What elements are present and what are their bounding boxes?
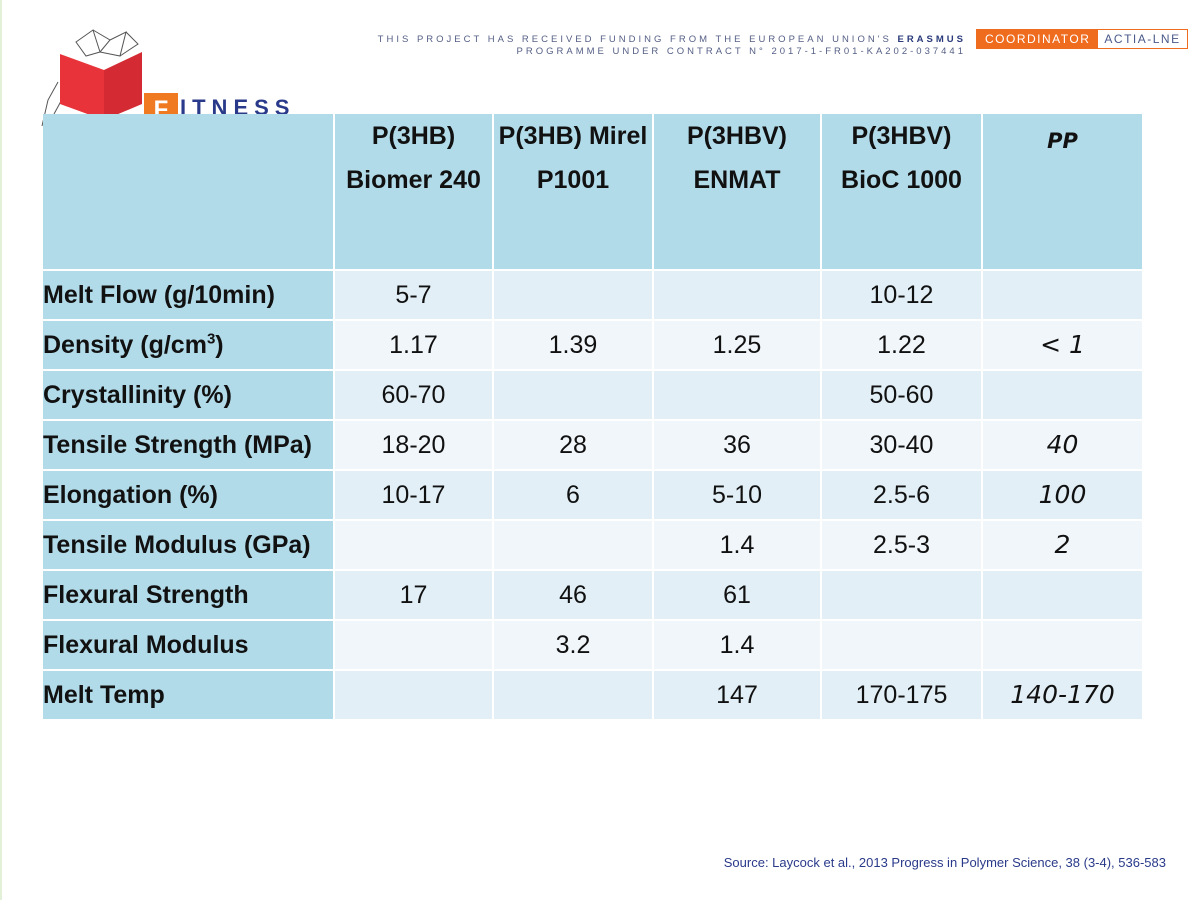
table-cell	[494, 671, 652, 719]
table-cell: 170-175	[822, 671, 981, 719]
table-cell	[822, 621, 981, 669]
row-label: Crystallinity (%)	[43, 371, 333, 419]
table-cell-pp	[983, 271, 1142, 319]
table-cell-pp: 40	[983, 421, 1142, 469]
funding-line2: PROGRAMME UNDER CONTRACT N° 2017-1-FR01-…	[516, 46, 966, 57]
table-cell	[494, 271, 652, 319]
table-cell	[335, 521, 492, 569]
table-cell: 147	[654, 671, 820, 719]
table-cell: 10-17	[335, 471, 492, 519]
header-col-1: P(3HB) Biomer 240	[335, 114, 492, 269]
table-cell	[654, 371, 820, 419]
table-header-row: P(3HB) Biomer 240 P(3HB) Mirel P1001 P(3…	[43, 114, 1142, 269]
table-cell: 1.25	[654, 321, 820, 369]
table-cell-pp	[983, 371, 1142, 419]
table-cell-pp	[983, 621, 1142, 669]
table-row: Tensile Strength (MPa) 18-20 28 36 30-40 40	[43, 421, 1142, 469]
table-cell	[494, 371, 652, 419]
table-cell: 1.39	[494, 321, 652, 369]
row-label: Flexural Modulus	[43, 621, 333, 669]
row-label-text: Flexural Strength	[43, 581, 249, 609]
table-cell: 1.17	[335, 321, 492, 369]
table-cell: 36	[654, 421, 820, 469]
row-label-text: Tensile Modulus (GPa)	[43, 531, 311, 559]
header-empty	[43, 114, 333, 269]
header-col-pp: PP	[983, 114, 1142, 269]
header-col-4: P(3HBV) BioC 1000	[822, 114, 981, 269]
table-cell: 30-40	[822, 421, 981, 469]
table-cell: 3.2	[494, 621, 652, 669]
coordinator-badge: COORDINATOR ACTIA-LNE	[976, 29, 1188, 49]
table-cell	[335, 671, 492, 719]
table-row: Melt Flow (g/10min) 5-7 10-12	[43, 271, 1142, 319]
row-label: Elongation (%)	[43, 471, 333, 519]
table-cell: 1.22	[822, 321, 981, 369]
table-cell	[494, 521, 652, 569]
table-cell: 17	[335, 571, 492, 619]
left-edge-line	[0, 0, 2, 900]
row-label: Tensile Modulus (GPa)	[43, 521, 333, 569]
table-cell: 10-12	[822, 271, 981, 319]
row-label-text: Crystallinity (%)	[43, 381, 232, 409]
table-cell: 50-60	[822, 371, 981, 419]
table-cell: 1.4	[654, 621, 820, 669]
row-label-text: Tensile Strength (MPa)	[43, 431, 313, 459]
table-cell: 28	[494, 421, 652, 469]
table-cell: 46	[494, 571, 652, 619]
row-label: Tensile Strength (MPa)	[43, 421, 333, 469]
row-label-text: Density (g/cm	[43, 331, 207, 359]
row-label-text: Melt Flow (g/10min)	[43, 281, 275, 309]
row-label-superscript: 3	[206, 330, 216, 348]
row-label: Melt Temp	[43, 671, 333, 719]
funding-erasmus: ERASMUS	[897, 34, 966, 45]
header-col-2: P(3HB) Mirel P1001	[494, 114, 652, 269]
table-row: Flexural Modulus 3.2 1.4	[43, 621, 1142, 669]
table-cell	[822, 571, 981, 619]
table-cell: 5-7	[335, 271, 492, 319]
table-cell	[335, 621, 492, 669]
table-cell: 61	[654, 571, 820, 619]
row-label: Melt Flow (g/10min)	[43, 271, 333, 319]
row-label: Flexural Strength	[43, 571, 333, 619]
table-row: Elongation (%) 10-17 6 5-10 2.5-6 100	[43, 471, 1142, 519]
logo-graphic	[41, 29, 142, 127]
coordinator-name: ACTIA-LNE	[1098, 30, 1187, 48]
source-citation: Source: Laycock et al., 2013 Progress in…	[723, 855, 1166, 870]
funding-notice: THIS PROJECT HAS RECEIVED FUNDING FROM T…	[378, 34, 966, 58]
table-row: Density (g/cm3) 1.17 1.39 1.25 1.22 < 1	[43, 321, 1142, 369]
row-label-text: Elongation (%)	[43, 481, 218, 509]
properties-table: P(3HB) Biomer 240 P(3HB) Mirel P1001 P(3…	[41, 112, 1144, 721]
table-cell	[654, 271, 820, 319]
table-cell: 60-70	[335, 371, 492, 419]
header-col-3: P(3HBV) ENMAT	[654, 114, 820, 269]
row-label: Density (g/cm3)	[43, 321, 333, 369]
table-cell: 2.5-6	[822, 471, 981, 519]
table-cell-pp: 2	[983, 521, 1142, 569]
table-cell-pp: 140-170	[983, 671, 1142, 719]
coordinator-label: COORDINATOR	[977, 30, 1099, 48]
table-row: Flexural Strength 17 46 61	[43, 571, 1142, 619]
table-row: Tensile Modulus (GPa) 1.4 2.5-3 2	[43, 521, 1142, 569]
table-cell: 5-10	[654, 471, 820, 519]
table-cell-pp	[983, 571, 1142, 619]
table-row: Crystallinity (%) 60-70 50-60	[43, 371, 1142, 419]
table-cell: 2.5-3	[822, 521, 981, 569]
table-cell: 18-20	[335, 421, 492, 469]
row-label-text: Flexural Modulus	[43, 631, 249, 659]
row-label-text: Melt Temp	[43, 681, 165, 709]
table-cell-pp: < 1	[983, 321, 1142, 369]
funding-line1: THIS PROJECT HAS RECEIVED FUNDING FROM T…	[377, 34, 892, 45]
table-row: Melt Temp 147 170-175 140-170	[43, 671, 1142, 719]
row-label-suffix: )	[215, 331, 224, 359]
table-cell: 1.4	[654, 521, 820, 569]
table-cell: 6	[494, 471, 652, 519]
table-cell-pp: 100	[983, 471, 1142, 519]
